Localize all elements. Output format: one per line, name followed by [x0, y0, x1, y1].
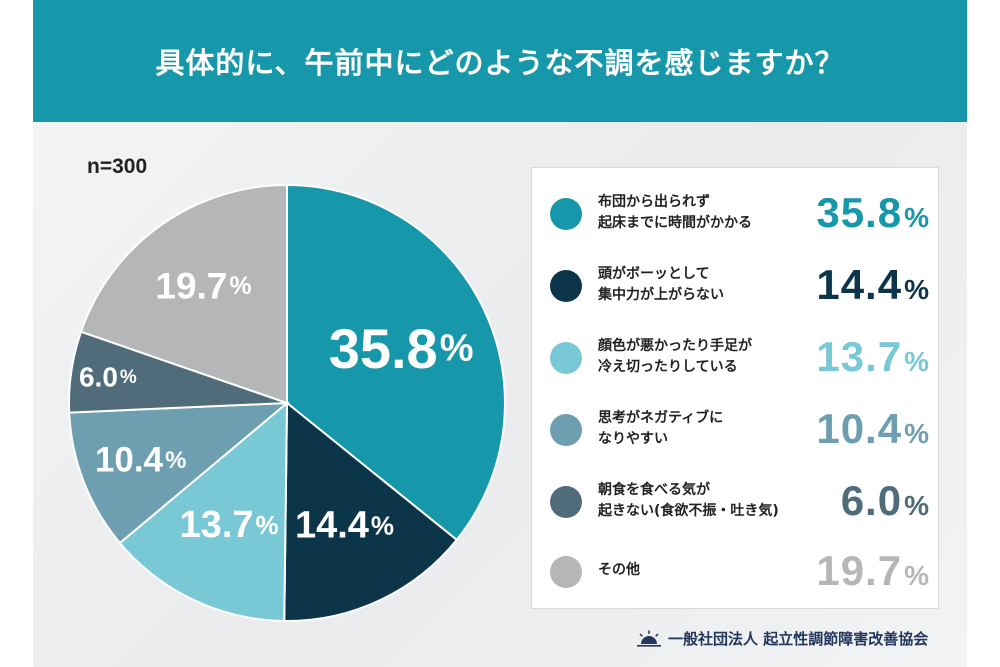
legend-label: 頭がボーッとして 集中力が上がらない [598, 266, 724, 303]
legend-item: その他 19.7% [532, 542, 938, 602]
legend-item: 布団から出られず 起床までに時間がかかる 35.8% [532, 184, 938, 244]
pie-slice [118, 400, 289, 622]
chart-title: 具体的に、午前中にどのような不調を感じますか？ [155, 46, 845, 80]
pie-slice [283, 400, 459, 622]
legend-percent-sign: % [904, 274, 930, 305]
legend-value-number: 6.0 [840, 477, 903, 524]
legend-dot [550, 486, 582, 518]
legend-label: 布団から出られず 起床までに時間がかかる [598, 194, 752, 231]
legend-value-number: 14.4 [816, 261, 903, 308]
legend-dot [550, 198, 582, 230]
pie-slice [79, 183, 288, 405]
legend-label: 朝食を食べる気が 起きない(食欲不振・吐き気) [598, 482, 779, 519]
pie-value-label: 6.0% [79, 361, 137, 392]
legend-label: 顔色が悪かったり手足が 冷え切ったりしている [598, 338, 752, 375]
legend-item: 顔色が悪かったり手足が 冷え切ったりしている 13.7% [532, 328, 938, 388]
legend-label: その他 [598, 562, 640, 578]
legend-dot [550, 270, 582, 302]
sample-size-label: n=300 [87, 155, 148, 178]
organization-credit: 一般社団法人 起立性調節障害改善協会 [636, 628, 928, 649]
pie-slice [286, 183, 506, 542]
organization-name: 一般社団法人 起立性調節障害改善協会 [668, 630, 929, 648]
pie-value-label: 10.4% [95, 440, 186, 479]
legend-percent-sign: % [904, 560, 930, 591]
pie-slice [68, 401, 290, 545]
pie-value-label: 14.4% [295, 504, 394, 546]
pie-value-label: 35.8% [329, 317, 474, 380]
legend-value-number: 13.7 [816, 333, 903, 380]
legend-label: 思考がネガティブに なりやすい [598, 410, 724, 447]
title-banner: 具体的に、午前中にどのような不調を感じますか？ [33, 0, 967, 122]
legend-panel: 布団から出られず 起床までに時間がかかる 35.8% 頭がボーッとして 集中力が… [531, 167, 939, 609]
legend-value: 13.7% [816, 334, 930, 385]
legend-value-number: 19.7 [816, 547, 903, 594]
pie-value-label: 19.7% [155, 265, 251, 306]
legend-value: 6.0% [841, 478, 930, 529]
legend-item: 思考がネガティブに なりやすい 10.4% [532, 400, 938, 460]
legend-item: 朝食を食べる気が 起きない(食欲不振・吐き気) 6.0% [532, 472, 938, 532]
legend-value-number: 10.4 [816, 405, 903, 452]
legend-value: 10.4% [816, 406, 930, 457]
legend-value-number: 35.8 [816, 189, 903, 236]
legend-value: 19.7% [816, 548, 930, 599]
legend-item: 頭がボーッとして 集中力が上がらない 14.4% [532, 256, 938, 316]
pie-value-label: 13.7% [180, 504, 279, 546]
legend-dot [550, 556, 582, 588]
legend-percent-sign: % [904, 346, 930, 377]
legend-dot [550, 342, 582, 374]
legend-value: 35.8% [816, 190, 930, 241]
legend-dot [550, 414, 582, 446]
sunrise-logo-icon [637, 630, 661, 647]
legend-percent-sign: % [904, 418, 930, 449]
legend-percent-sign: % [904, 490, 930, 521]
legend-value: 14.4% [816, 262, 930, 313]
legend-percent-sign: % [904, 202, 930, 233]
